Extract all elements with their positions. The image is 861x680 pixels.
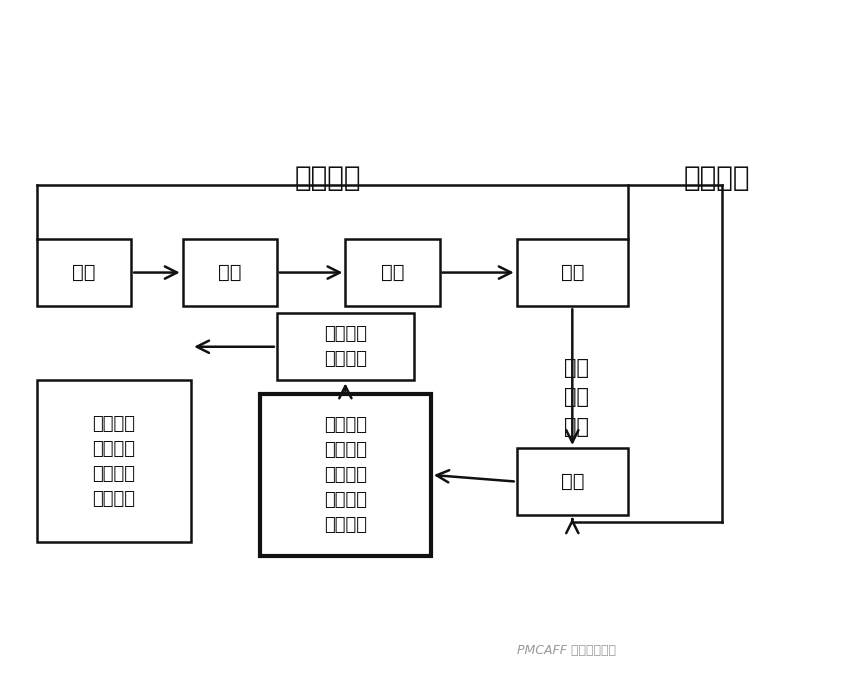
Bar xyxy=(516,239,628,306)
Bar xyxy=(259,394,430,556)
Text: 运作体系
专业平台
专属资源
专属特权: 运作体系 专业平台 专属资源 专属特权 xyxy=(92,415,135,508)
Text: 作者: 作者 xyxy=(218,263,241,282)
Bar xyxy=(516,448,628,515)
Text: 白金作家
专属作家: 白金作家 专属作家 xyxy=(324,325,367,369)
Text: 等级: 等级 xyxy=(560,472,584,491)
Bar xyxy=(345,239,439,306)
Text: PMCAFF 产品经理社区: PMCAFF 产品经理社区 xyxy=(516,644,615,657)
Text: 保障体系: 保障体系 xyxy=(683,164,749,192)
Text: 培训发展: 培训发展 xyxy=(294,164,361,192)
Text: 财富
成就
社交: 财富 成就 社交 xyxy=(563,358,588,437)
Text: 积分: 积分 xyxy=(560,263,584,282)
Bar xyxy=(276,313,413,381)
Bar xyxy=(37,381,191,543)
Bar xyxy=(37,239,131,306)
Text: 用户: 用户 xyxy=(72,263,96,282)
Text: 签约: 签约 xyxy=(381,263,404,282)
Text: 五星作家
四星作家
三星作家
二星作家
一星作家: 五星作家 四星作家 三星作家 二星作家 一星作家 xyxy=(324,416,367,534)
Bar xyxy=(183,239,276,306)
